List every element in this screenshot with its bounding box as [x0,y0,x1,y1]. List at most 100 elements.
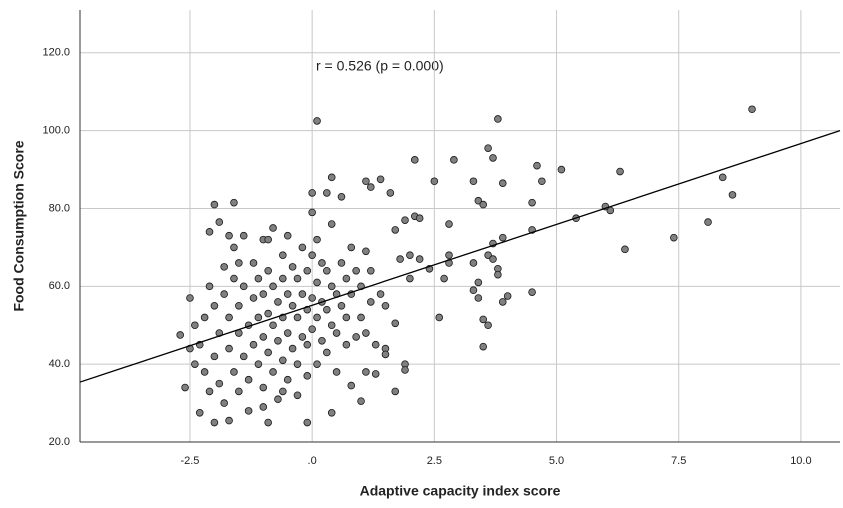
point [313,360,321,368]
point [235,387,243,396]
point [327,220,336,228]
point [498,233,507,242]
y-tick-label: 80.0 [49,202,70,214]
point [279,356,287,365]
point [235,301,243,310]
point [323,266,331,275]
point [367,266,375,275]
point [415,214,424,223]
point [318,337,326,345]
point [494,270,502,279]
point [303,266,312,275]
point [200,313,209,322]
point [445,220,453,228]
point [264,235,272,244]
point [728,191,737,199]
point [391,319,400,328]
point [318,259,326,267]
point [337,301,346,310]
point [474,294,483,302]
point [498,179,507,187]
point [494,115,502,123]
point [293,391,302,400]
point [293,360,302,368]
point [220,263,228,271]
point [176,331,184,339]
point [205,228,214,236]
point [259,333,268,341]
y-tick-label: 60.0 [49,280,70,292]
point [283,375,292,384]
point [362,177,370,186]
point [239,282,248,291]
point [391,387,400,396]
point [332,368,341,376]
x-tick-label: 7.5 [671,455,686,467]
point [474,196,483,205]
point [440,274,448,283]
point [391,226,400,234]
point [376,290,385,298]
point [283,231,292,240]
x-tick-label: 2.5 [427,455,442,467]
point [415,255,424,263]
point [362,368,370,376]
point [225,231,233,240]
point [205,282,214,291]
point [210,301,219,310]
point [259,290,268,298]
point [406,274,414,283]
point [479,342,488,351]
point [484,321,492,330]
point [430,177,439,186]
point [264,418,272,427]
point [381,350,390,359]
point [484,144,492,152]
point [406,251,414,259]
point [469,259,478,267]
point [283,329,292,337]
point [410,156,419,164]
point [381,301,390,310]
point [259,403,268,411]
point [249,340,258,349]
point [205,387,214,396]
point [308,251,316,259]
point [342,340,351,349]
point [259,383,268,392]
point [293,274,302,283]
point [230,198,238,207]
point [254,274,263,283]
point [342,274,351,283]
point [303,372,312,380]
point [718,173,727,182]
y-axis-title: Food Consumption Score [11,140,27,311]
point [347,243,356,252]
point [225,344,233,353]
point [225,313,233,322]
y-tick-label: 100.0 [42,125,70,137]
x-tick-label: -2.5 [180,455,199,467]
point [367,183,375,191]
point [274,298,282,306]
point [298,333,307,341]
point [288,301,297,310]
point [367,298,375,306]
point [298,243,307,252]
point [484,251,492,259]
point [274,337,282,345]
point [371,340,380,349]
point [225,416,233,425]
point [362,329,370,337]
point [528,198,536,207]
point [244,375,253,384]
point [538,177,546,186]
point [347,381,356,390]
point [235,259,243,267]
point [469,177,478,186]
point [308,208,316,217]
point [308,294,316,302]
point [371,370,380,378]
point [308,189,316,197]
point [279,274,287,283]
